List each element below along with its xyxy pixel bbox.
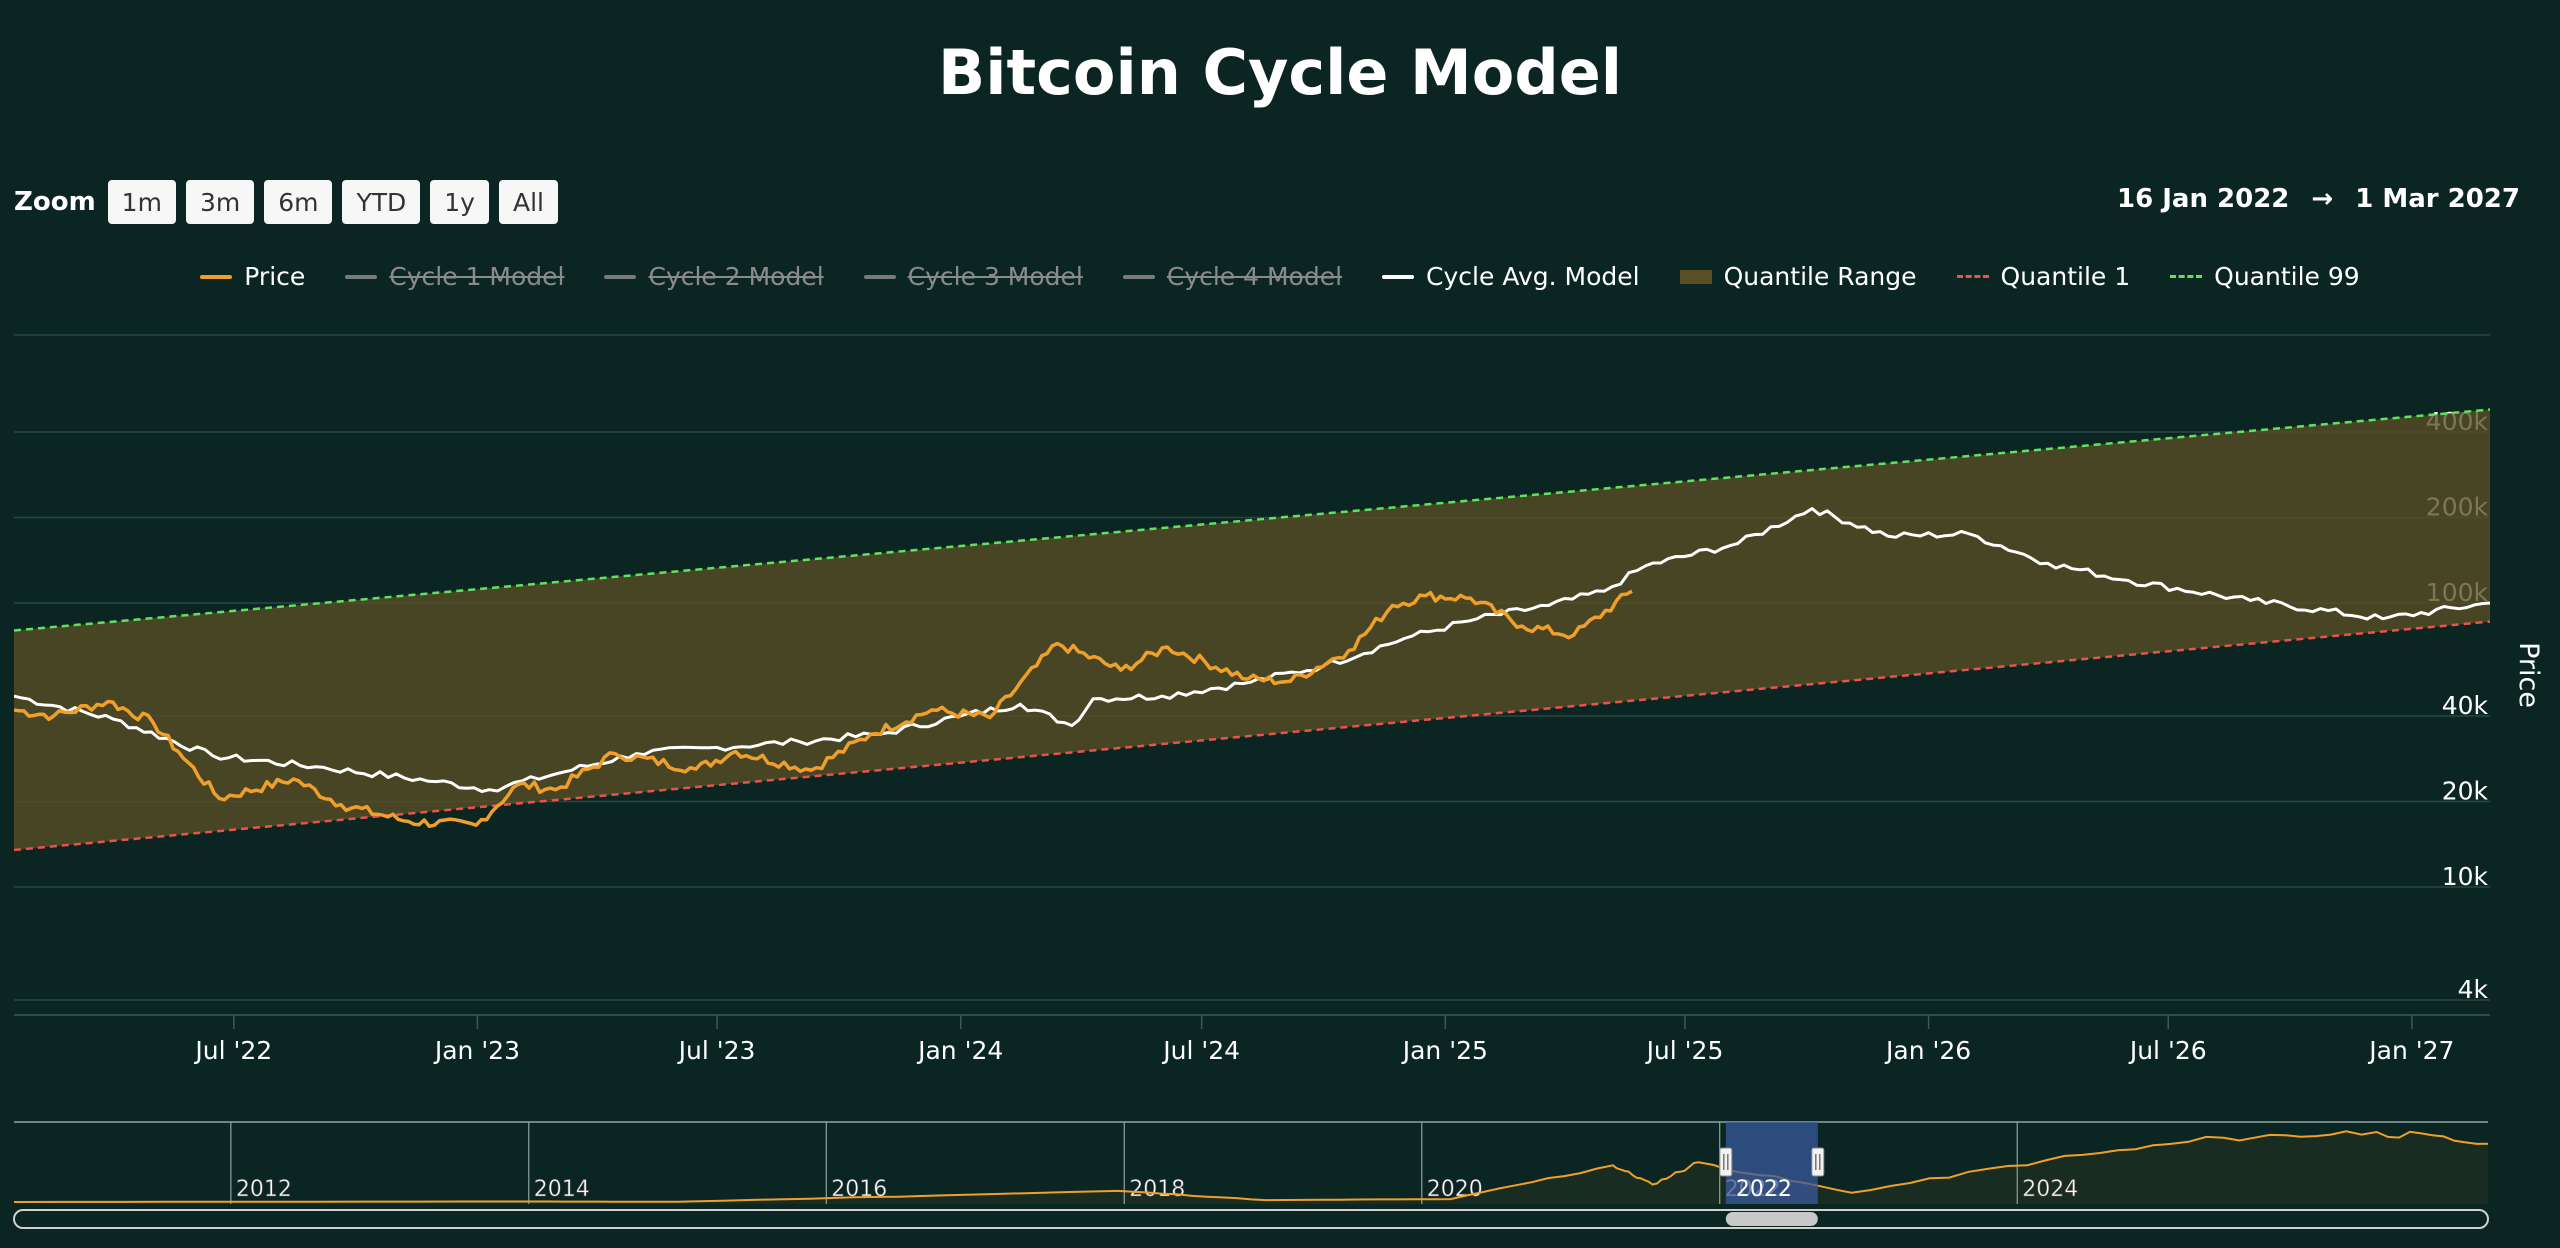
navigator-year-label: 2018	[1129, 1177, 1185, 1202]
legend-item-cycle-2-model[interactable]: Cycle 2 Model	[604, 262, 824, 291]
legend-label-price: Price	[244, 262, 306, 291]
navigator-selection-window[interactable]	[1725, 1122, 1818, 1204]
legend-item-cycle-3-model[interactable]: Cycle 3 Model	[863, 262, 1083, 291]
legend-swatch-cycle-1-model	[345, 274, 378, 279]
legend-item-quantile-99[interactable]: Quantile 99	[2170, 262, 2360, 291]
chart-title: Bitcoin Cycle Model	[938, 36, 1622, 109]
y-tick-label: 4k	[2458, 975, 2489, 1004]
navigator-scrollbar-track[interactable]	[13, 1209, 2489, 1229]
zoom-all-button[interactable]: All	[498, 180, 558, 224]
zoom-1y-button[interactable]: 1y	[430, 180, 489, 224]
legend-label-quantile-range: Quantile Range	[1723, 262, 1917, 291]
quantile-99-line	[14, 408, 2491, 632]
y-axis-title: Price	[2513, 642, 2544, 708]
legend: Price Cycle 1 Model Cycle 2 Model Cycle 3 M…	[0, 262, 2560, 291]
navigator-year-label: 2014	[534, 1177, 590, 1202]
date-range-display: 16 Jan 2022 → 1 Mar 2027	[2117, 184, 2520, 214]
legend-label-cycle-4-model: Cycle 4 Model	[1166, 262, 1343, 291]
range-arrow: →	[2311, 184, 2334, 214]
legend-item-price[interactable]: Price	[200, 262, 305, 291]
navigator-year-label: 2024	[2022, 1177, 2078, 1202]
zoom-1m-button[interactable]: 1m	[107, 180, 176, 224]
legend-swatch-price	[200, 274, 233, 279]
navigator-handle-right[interactable]	[1811, 1147, 1825, 1177]
navigator-price-line	[13, 1130, 2489, 1203]
x-tick-label: Jul '26	[2128, 1036, 2207, 1065]
zoom-ytd-button[interactable]: YTD	[342, 180, 421, 224]
navigator-year-label: 2012	[236, 1177, 292, 1202]
range-from[interactable]: 16 Jan 2022	[2117, 184, 2290, 214]
legend-item-cycle-1-model[interactable]: Cycle 1 Model	[345, 262, 564, 291]
legend-swatch-cycle-2-model	[604, 274, 637, 279]
legend-swatch-cycle-avg-model	[1382, 274, 1415, 279]
legend-item-cycle-avg-model[interactable]: Cycle Avg. Model	[1382, 262, 1640, 291]
zoom-3m-button[interactable]: 3m	[185, 180, 255, 224]
y-tick-label: 40k	[2442, 691, 2489, 720]
zoom-label: Zoom	[14, 187, 96, 217]
x-tick-label: Jul '24	[1161, 1036, 1240, 1065]
legend-label-cycle-3-model: Cycle 3 Model	[907, 262, 1083, 291]
x-tick-label: Jan '25	[1401, 1036, 1488, 1065]
legend-label-quantile-99: Quantile 99	[2214, 262, 2360, 291]
zoom-6m-button[interactable]: 6m	[264, 180, 333, 224]
x-tick-label: Jan '24	[916, 1036, 1003, 1065]
x-tick-label: Jan '23	[433, 1036, 520, 1065]
legend-swatch-cycle-3-model	[863, 274, 896, 279]
legend-label-quantile-1: Quantile 1	[2000, 262, 2131, 291]
navigator-scrollbar-thumb[interactable]	[1725, 1212, 1818, 1226]
navigator-window-label: 2022	[1736, 1177, 1792, 1202]
range-to[interactable]: 1 Mar 2027	[2355, 184, 2520, 214]
zoom-bar: Zoom 1m 3m 6m YTD 1y All	[14, 180, 558, 224]
y-tick-label: 10k	[2442, 862, 2489, 891]
legend-swatch-quantile-99	[2170, 275, 2203, 278]
legend-item-quantile-range[interactable]: Quantile Range	[1679, 262, 1917, 291]
legend-label-cycle-2-model: Cycle 2 Model	[648, 262, 824, 291]
x-tick-label: Jan '27	[2367, 1036, 2454, 1065]
legend-item-cycle-4-model[interactable]: Cycle 4 Model	[1122, 262, 1343, 291]
quantile-1-line	[14, 620, 2491, 852]
legend-item-quantile-1[interactable]: Quantile 1	[1956, 262, 2131, 291]
x-tick-label: Jul '22	[193, 1036, 272, 1065]
price-line	[14, 589, 1633, 829]
x-tick-label: Jul '23	[677, 1036, 756, 1065]
navigator-price-area	[14, 1131, 2488, 1204]
cycle-avg-model-line	[14, 507, 2491, 793]
legend-label-cycle-1-model: Cycle 1 Model	[389, 262, 565, 291]
y-tick-label: 20k	[2442, 776, 2489, 805]
x-tick-label: Jul '25	[1645, 1036, 1724, 1065]
legend-label-cycle-avg-model: Cycle Avg. Model	[1426, 262, 1640, 291]
quantile-range-band	[14, 409, 2490, 850]
navigator-handle-left[interactable]	[1719, 1147, 1733, 1177]
x-tick-label: Jan '26	[1884, 1036, 1971, 1065]
navigator: 20122014201620182020202220242022	[13, 1121, 2489, 1204]
legend-swatch-quantile-1	[1956, 275, 1989, 278]
legend-swatch-quantile-range	[1679, 269, 1712, 284]
legend-swatch-cycle-4-model	[1122, 274, 1155, 279]
